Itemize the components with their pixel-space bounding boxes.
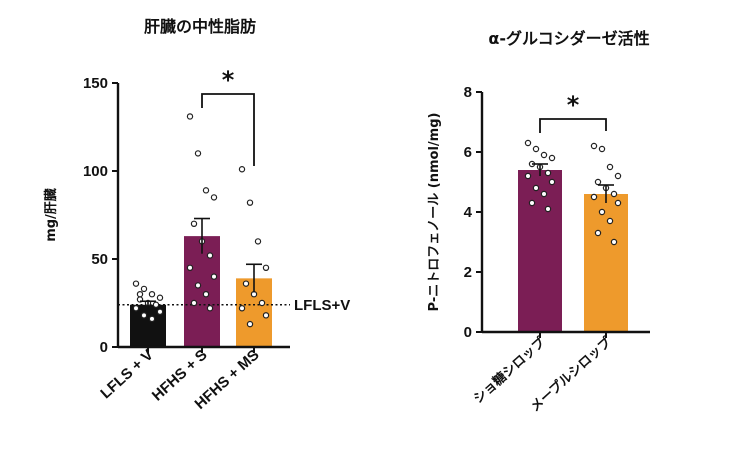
data-point	[548, 178, 556, 186]
data-point	[528, 199, 536, 207]
data-point	[194, 282, 202, 289]
significance-bracket	[539, 118, 607, 133]
data-point	[540, 151, 548, 159]
data-point	[606, 163, 614, 171]
data-point	[614, 172, 622, 180]
significance-label: *	[222, 66, 235, 94]
data-point	[238, 305, 246, 312]
y-tick-label: 2	[464, 264, 472, 281]
data-point	[262, 264, 270, 271]
data-point	[190, 220, 198, 227]
data-point	[156, 308, 164, 315]
data-point	[132, 305, 140, 312]
data-point	[140, 312, 148, 319]
data-point	[262, 312, 270, 319]
y-tick-label: 50	[91, 251, 108, 268]
y-tick-label: 4	[464, 204, 473, 221]
bar-2	[584, 194, 628, 332]
data-point	[590, 142, 598, 150]
y-tick-label: 0	[100, 339, 108, 356]
data-point	[246, 199, 254, 206]
significance-bracket	[201, 93, 255, 166]
data-point	[186, 264, 194, 271]
data-point	[544, 205, 552, 213]
data-point	[140, 285, 148, 293]
data-point	[210, 194, 218, 201]
data-point	[238, 166, 246, 173]
y-tick-label: 100	[83, 163, 108, 180]
data-point	[532, 184, 540, 192]
data-point	[132, 280, 140, 287]
data-point	[524, 139, 532, 147]
data-point	[246, 320, 254, 328]
data-point	[610, 238, 618, 246]
data-point	[606, 217, 614, 225]
data-point	[598, 145, 606, 153]
y-tick-label: 6	[464, 144, 472, 161]
data-point	[590, 193, 598, 201]
data-point	[136, 291, 144, 298]
y-tick-label: 8	[464, 84, 472, 101]
data-point	[594, 229, 602, 237]
data-point	[190, 299, 198, 307]
data-point	[148, 315, 156, 323]
data-point	[258, 299, 266, 307]
data-point	[202, 291, 210, 298]
data-point	[206, 252, 214, 259]
bar-1	[518, 170, 562, 332]
reference-line-label: LFLS+V	[294, 297, 350, 314]
chart-title: 肝臓の中性脂肪	[144, 17, 256, 36]
data-point	[210, 273, 218, 280]
y-axis-label: P-ニトロフェノール (nmol/mg)	[427, 113, 442, 312]
significance-label: *	[567, 91, 580, 119]
data-point	[532, 145, 540, 153]
data-point	[254, 238, 262, 245]
data-point	[540, 190, 548, 198]
data-point	[544, 169, 552, 177]
y-axis-label: mg/肝臓	[43, 188, 59, 242]
y-tick-label: 0	[464, 324, 472, 341]
data-point	[548, 154, 556, 162]
data-point	[242, 280, 250, 287]
data-point	[152, 301, 160, 308]
bar-2	[184, 236, 220, 347]
data-point	[524, 172, 532, 180]
data-point	[594, 178, 602, 186]
data-point	[202, 187, 210, 194]
data-point	[156, 294, 164, 301]
chart-title: α-グルコシダーゼ活性	[488, 29, 649, 48]
data-point	[206, 305, 214, 312]
data-point	[186, 113, 194, 120]
data-point	[148, 291, 156, 298]
y-tick-label: 150	[83, 75, 108, 92]
data-point	[614, 199, 622, 207]
glucosidase-chart: α-グルコシダーゼ活性 P-ニトロフェノール (nmol/mg) 02468ショ…	[427, 29, 650, 415]
data-point	[610, 190, 618, 198]
data-point	[598, 208, 606, 216]
data-point	[194, 150, 202, 157]
